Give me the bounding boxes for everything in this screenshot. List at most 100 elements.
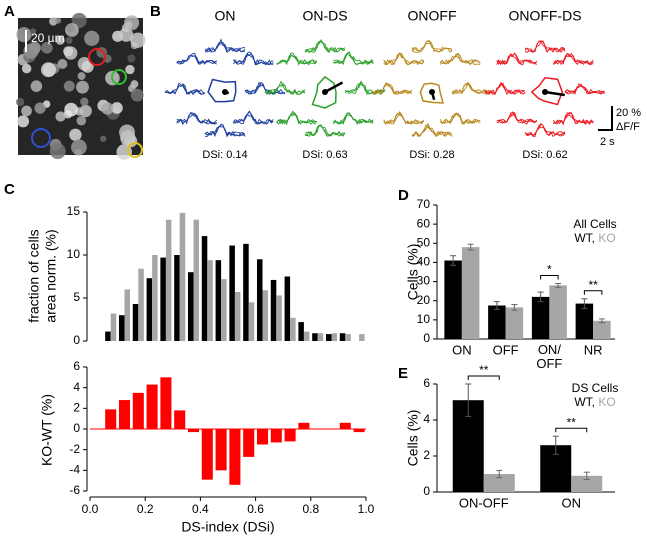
histogram-bar — [298, 322, 304, 341]
cell-body — [101, 102, 114, 115]
error-bar — [598, 318, 605, 324]
histogram-bar — [243, 429, 255, 457]
response-trace — [371, 83, 413, 96]
response-trace — [333, 52, 374, 66]
response-trace — [232, 51, 274, 66]
y-tick-label: 0 — [73, 421, 80, 435]
error-bar — [555, 282, 562, 288]
cell-body — [40, 62, 56, 78]
y-tick-label: 50 — [417, 235, 431, 249]
response-trace — [383, 52, 425, 66]
cell-body — [16, 97, 25, 107]
y-tick-label: 10 — [67, 247, 81, 261]
cell-body — [23, 43, 39, 59]
bar — [575, 303, 594, 339]
response-trace — [524, 40, 566, 53]
histogram-bar — [152, 255, 158, 341]
histogram-bar — [179, 212, 186, 341]
bar — [488, 305, 506, 339]
scale-label: ΔF/F — [616, 121, 640, 133]
cell-body — [65, 37, 73, 44]
panel-label: D — [398, 187, 409, 204]
legend: WT, KO — [574, 231, 615, 245]
scale-label: 20 µm — [31, 31, 65, 45]
cell-body — [21, 105, 32, 117]
response-trace — [244, 81, 286, 95]
cell-body — [55, 17, 62, 24]
response-trace — [304, 125, 346, 138]
x-tick-label: ON/OFF — [536, 342, 562, 371]
roi-circle — [31, 128, 51, 148]
dsi-label: DSi: 0.28 — [409, 149, 454, 161]
tuning-polygon — [419, 82, 444, 104]
histogram-bar — [234, 291, 241, 341]
histogram-bar — [160, 377, 172, 429]
response-trace — [264, 80, 306, 95]
cell-body — [81, 60, 94, 73]
response-trace — [164, 83, 206, 95]
roi-circle — [111, 69, 127, 85]
tuning-polygon — [311, 75, 337, 109]
response-trace — [496, 52, 537, 66]
bar — [531, 296, 550, 339]
response-trace — [440, 52, 481, 66]
histogram-bar — [298, 422, 310, 429]
cell-type-title: ON — [215, 8, 236, 24]
y-tick-label: 15 — [67, 204, 81, 218]
x-tick-label: 1.0 — [358, 502, 375, 516]
x-tick-label: ON — [452, 342, 472, 357]
histogram-bar — [229, 429, 241, 485]
bar — [461, 247, 480, 339]
bar — [571, 475, 603, 492]
histogram-bar — [215, 429, 227, 471]
response-trace — [232, 110, 274, 124]
cell-body — [57, 59, 68, 69]
y-tick-label: 10 — [417, 312, 431, 326]
panel-label: C — [4, 181, 15, 198]
response-trace — [233, 110, 274, 125]
significance-bracket — [583, 290, 603, 295]
cell-body — [66, 23, 75, 33]
response-trace — [264, 85, 306, 96]
histogram-bar — [317, 333, 324, 341]
x-tick-label: 0.2 — [137, 502, 154, 516]
histogram-bar — [187, 272, 194, 341]
y-tick-label: -4 — [69, 463, 80, 477]
cell-body — [130, 32, 146, 48]
x-tick-label: 0.0 — [82, 502, 99, 516]
panel-label: A — [4, 3, 15, 20]
cell-body — [30, 28, 37, 35]
response-trace — [552, 52, 594, 65]
roi-circle — [127, 142, 143, 158]
error-bar — [537, 291, 544, 303]
significance-label: ** — [479, 363, 489, 377]
response-trace — [484, 82, 526, 96]
scale-bar — [598, 106, 613, 131]
response-trace — [484, 82, 526, 95]
response-trace — [176, 55, 217, 65]
cell-body — [30, 80, 43, 92]
micrograph: 20 µm — [16, 12, 146, 160]
cell-body — [17, 115, 30, 128]
response-trace — [439, 53, 481, 65]
significance-bracket — [540, 274, 559, 280]
histogram-bar — [201, 429, 213, 480]
histogram-bar — [193, 219, 200, 341]
response-trace — [553, 112, 594, 125]
y-tick-label: 0 — [73, 333, 80, 347]
y-axis-label: fraction of cells — [26, 229, 42, 322]
response-trace — [176, 114, 218, 125]
y-tick-label: 6 — [73, 359, 80, 373]
cell-body — [79, 104, 92, 118]
error-bar — [581, 298, 588, 309]
histogram-bar — [229, 245, 235, 341]
error-bar — [467, 243, 474, 251]
tuning-polygon — [207, 78, 237, 103]
y-tick-label: 30 — [417, 274, 431, 288]
y-tick-label: 6 — [423, 376, 430, 390]
direction-vector — [544, 90, 565, 97]
x-tick-label: ON — [562, 495, 582, 510]
cell-body — [125, 64, 135, 75]
x-tick-label: 0.8 — [302, 502, 319, 516]
response-trace — [276, 112, 318, 125]
